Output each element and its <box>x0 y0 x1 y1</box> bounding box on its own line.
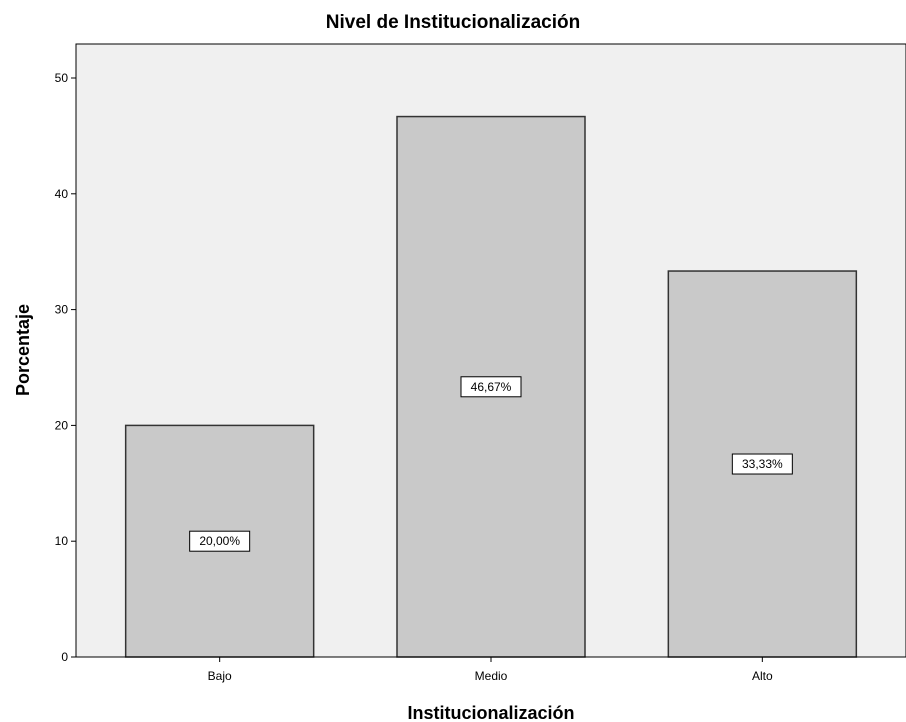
y-tick-label: 10 <box>55 534 69 548</box>
data-label: 20,00% <box>199 534 240 548</box>
x-axis-label: Institucionalización <box>407 703 574 722</box>
y-tick-label: 30 <box>55 303 69 317</box>
data-label-box <box>189 530 251 552</box>
y-axis-label: Porcentaje <box>13 304 33 396</box>
data-label: 33,33% <box>742 457 783 471</box>
x-tick-label: Bajo <box>208 669 232 683</box>
bars-group: 20,00% 46,67% 33,33% <box>124 115 858 658</box>
y-axis: 0 10 20 30 40 50 <box>55 44 77 664</box>
x-tick-label: Alto <box>752 669 773 683</box>
data-label-box <box>460 376 522 398</box>
y-tick-label: 50 <box>55 71 69 85</box>
data-label: 46,67% <box>471 380 512 394</box>
data-label-box <box>731 453 793 475</box>
x-tick-label: Medio <box>475 669 508 683</box>
chart-title: Nivel de Institucionalización <box>326 12 580 33</box>
y-tick-label: 40 <box>55 187 69 201</box>
y-tick-label: 0 <box>61 650 68 664</box>
x-axis: Bajo Medio Alto <box>76 656 906 683</box>
y-tick-label: 20 <box>55 418 69 432</box>
